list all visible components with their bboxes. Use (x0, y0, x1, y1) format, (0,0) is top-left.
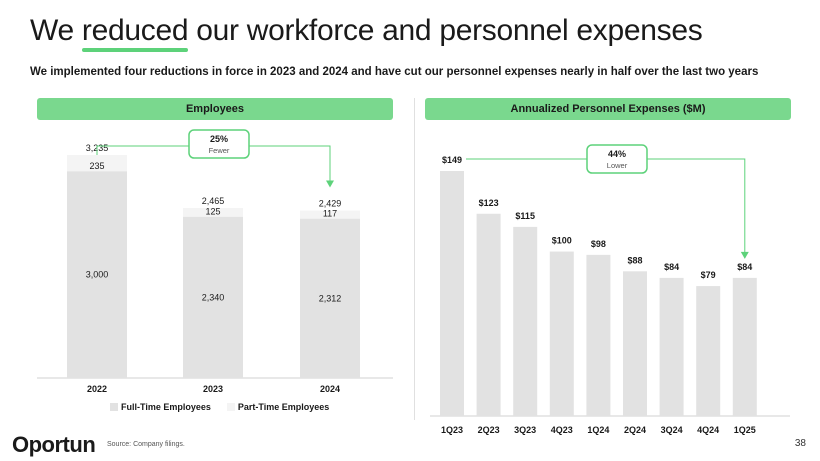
label-expense-1Q24: $98 (591, 239, 606, 249)
x-tick-2024: 2024 (320, 384, 340, 394)
x-tick-2022: 2022 (87, 384, 107, 394)
bar-expense-3Q24 (659, 277, 684, 416)
label-expense-4Q23: $100 (552, 236, 572, 246)
source-note: Source: Company filings. (107, 441, 185, 448)
expenses-arrow-line (647, 158, 746, 256)
chart-divider (414, 98, 415, 420)
employees-arrow-start (96, 145, 189, 155)
label-expense-4Q24: $79 (701, 270, 716, 280)
label-expense-2Q24: $88 (627, 255, 642, 265)
expenses-annotation-box (586, 144, 648, 174)
bar-part-time-2024 (300, 210, 360, 219)
label-part-time-2022: 235 (89, 161, 104, 171)
x-tick-4Q24: 4Q24 (697, 425, 719, 435)
label-full-time-2022: 3,000 (86, 270, 109, 280)
x-tick-3Q23: 3Q23 (514, 425, 536, 435)
employees-arrowhead (326, 180, 334, 188)
legend-swatch-full-time (110, 403, 118, 411)
page-subtitle: We implemented four reductions in force … (30, 66, 759, 78)
bar-expense-4Q23 (549, 251, 574, 416)
legend-full-time: Full-Time Employees (110, 402, 211, 412)
label-total-2024: 2,429 (319, 199, 342, 209)
label-part-time-2023: 125 (205, 207, 220, 217)
bar-part-time-2022 (67, 155, 127, 172)
x-tick-2Q24: 2Q24 (624, 425, 646, 435)
bar-full-time-2024 (300, 218, 360, 378)
x-tick-1Q23: 1Q23 (441, 425, 463, 435)
bar-full-time-2022 (67, 171, 127, 378)
x-tick-2Q23: 2Q23 (478, 425, 500, 435)
label-part-time-2024: 117 (323, 209, 337, 219)
page-number: 38 (794, 438, 806, 449)
expenses-chart-title: Annualized Personnel Expenses ($M) (425, 98, 791, 120)
label-expense-3Q24: $84 (664, 262, 679, 272)
label-expense-1Q23: $149 (442, 155, 462, 165)
bar-part-time-2023 (183, 208, 243, 217)
legend-swatch-part-time (226, 403, 235, 411)
x-tick-4Q23: 4Q23 (551, 425, 573, 435)
bar-expense-3Q23 (513, 226, 538, 416)
expenses-annotation-text: Lower (607, 161, 628, 170)
bar-expense-1Q25 (732, 277, 757, 416)
oportun-logo: Oportun (12, 432, 96, 457)
x-tick-1Q25: 1Q25 (734, 425, 756, 435)
legend-part-time: Part-Time Employees (226, 402, 329, 412)
title-underline (81, 48, 189, 52)
label-full-time-2023: 2,340 (202, 292, 225, 302)
bar-expense-2Q24 (623, 271, 647, 416)
x-tick-1Q24: 1Q24 (587, 425, 609, 435)
bar-expense-4Q24 (696, 286, 721, 416)
employees-legend: Full-Time Employees Part-Time Employees (110, 402, 329, 412)
page-title: We reduced our workforce and personnel e… (30, 14, 703, 52)
label-expense-2Q23: $123 (479, 198, 499, 208)
employees-chart-title: Employees (37, 98, 393, 120)
expenses-arrowhead (740, 251, 749, 259)
title-highlight: reduced (81, 14, 189, 52)
employees-annotation-box (188, 129, 250, 159)
bar-full-time-2023 (183, 216, 243, 378)
expenses-annotation-value: 44% (608, 149, 626, 159)
employees-annotation-text: Fewer (209, 146, 230, 155)
x-tick-3Q24: 3Q24 (661, 425, 683, 435)
employees-annotation-value: 25% (210, 134, 228, 144)
bar-expense-2Q23 (476, 213, 501, 416)
x-tick-2023: 2023 (203, 384, 223, 394)
label-full-time-2024: 2,312 (319, 293, 342, 303)
label-expense-1Q25: $84 (737, 262, 752, 272)
bar-expense-1Q23 (440, 171, 464, 416)
label-expense-3Q23: $115 (515, 211, 535, 221)
bar-expense-1Q24 (586, 254, 611, 416)
label-total-2023: 2,465 (202, 196, 225, 206)
employees-arrow-line (249, 145, 331, 185)
